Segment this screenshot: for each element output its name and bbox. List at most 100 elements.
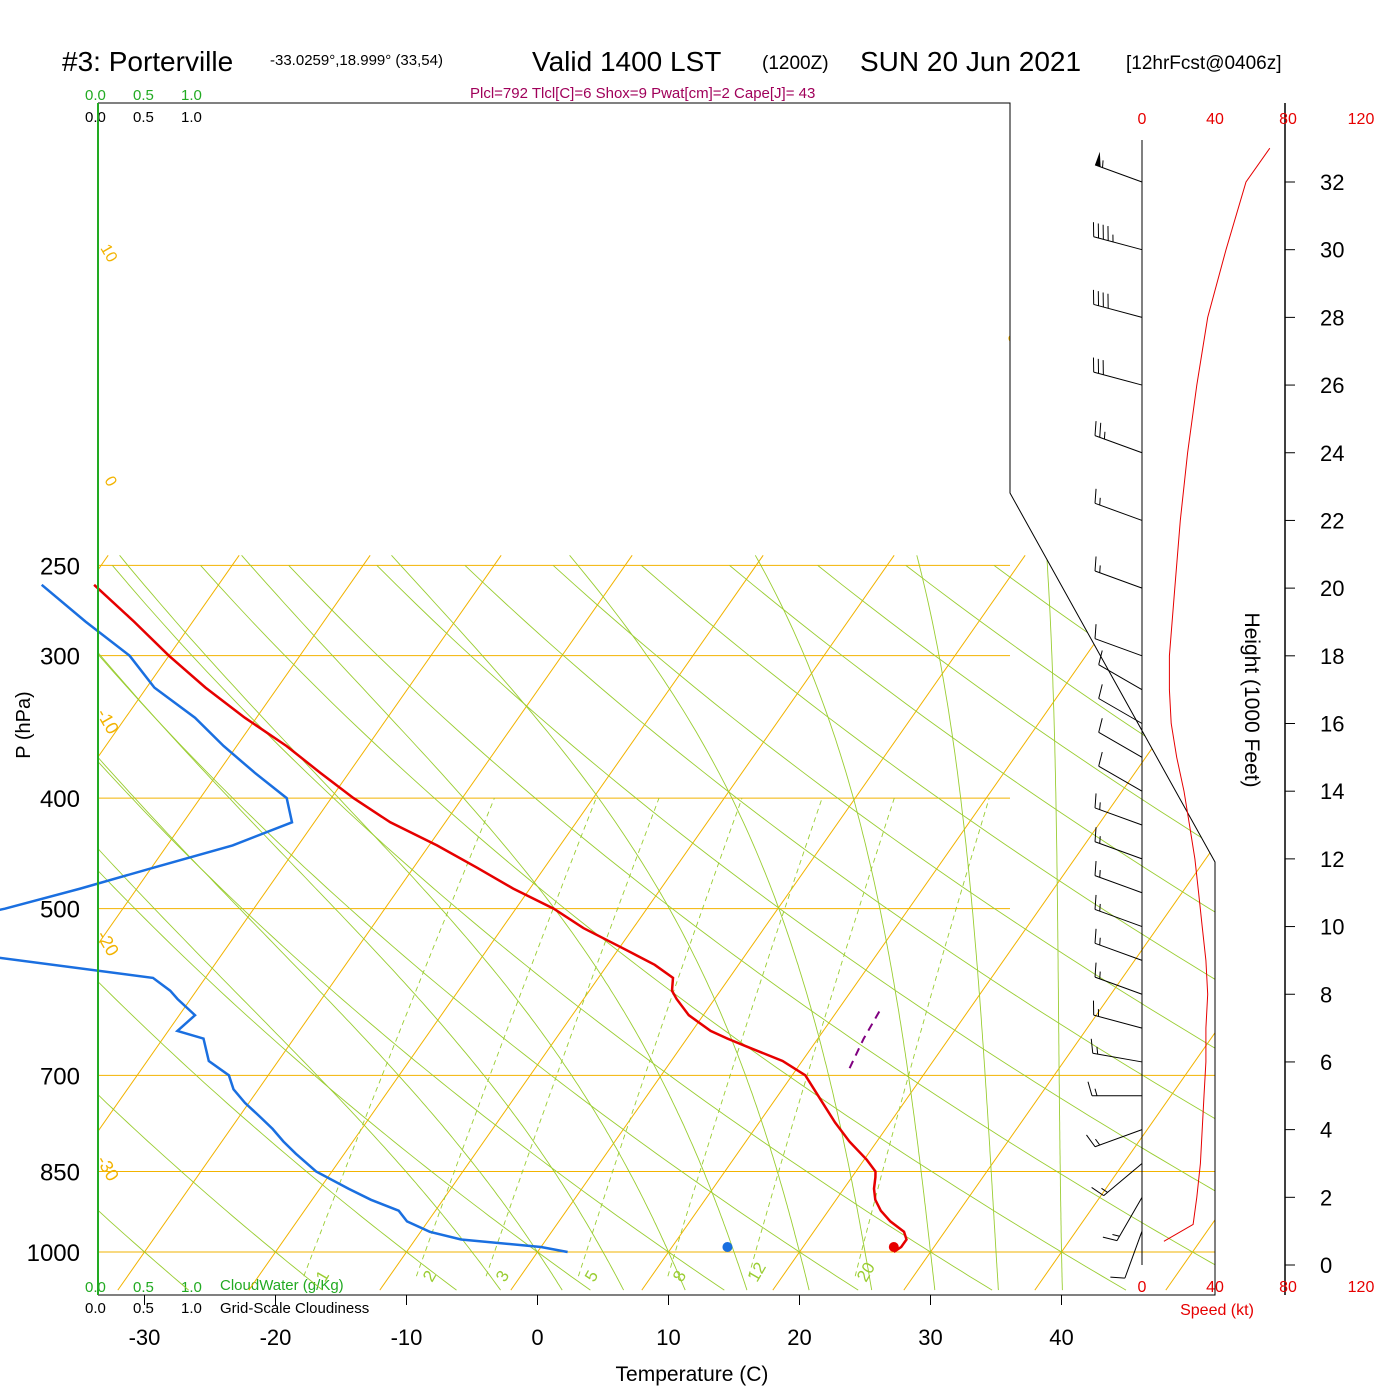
- wind-barb-flag: [1102, 1236, 1118, 1242]
- wind-barb-flag: [1094, 556, 1097, 572]
- speed-tick-label-top: 0: [1138, 111, 1147, 128]
- wind-barb-staff: [1094, 502, 1143, 521]
- temp-tick-label: 10: [656, 1325, 680, 1350]
- wind-barb: [1094, 151, 1143, 183]
- wind-barb-half-flag: [1099, 497, 1101, 506]
- isotherm-line: [903, 555, 1215, 1291]
- wind-barb: [1090, 1038, 1143, 1063]
- parcel-path-line: [848, 1006, 883, 1069]
- moist-adiabat-line: [754, 555, 936, 1291]
- isotherm-line: [379, 555, 895, 1291]
- mixing-ratio-line: [485, 797, 660, 1277]
- mixing-ratio-line: [415, 797, 597, 1277]
- pressure-tick-label: 1000: [27, 1240, 80, 1267]
- cloud-scale-top: 0.0 0.5 1.0 0.0 0.5 1.0: [85, 87, 202, 126]
- wind-barb-flag: [1094, 793, 1097, 808]
- mixing-ratio-line: [303, 797, 495, 1277]
- isotherm-line: [98, 555, 502, 1291]
- mixing-ratio-line: [577, 797, 743, 1277]
- wind-barb-flag: [1099, 422, 1102, 438]
- height-tick-label: 26: [1320, 373, 1344, 398]
- cloud-scale-bottom: 0.0 0.5 1.0 CloudWater (g/Kg) 0.0 0.5 1.…: [85, 1277, 369, 1317]
- wind-barb-staff: [1093, 303, 1143, 318]
- isotherm-line: [117, 555, 633, 1291]
- temperature-line: [93, 583, 908, 1254]
- cloudwater-scale-top-1: 0.5: [133, 87, 154, 104]
- mixing-ratio-label: 12: [744, 1259, 770, 1285]
- moist-adiabat-line: [241, 555, 748, 1291]
- isotherm-line: [1297, 555, 1400, 1290]
- wind-barb: [1098, 718, 1143, 758]
- mixing-ratio-label: 20: [853, 1259, 879, 1285]
- wind-barb-half-flag: [1099, 937, 1101, 946]
- wind-barb-flag: [1094, 861, 1097, 876]
- wind-barb-staff: [1098, 664, 1143, 691]
- wind-barb-staff: [1092, 1052, 1143, 1063]
- wind-barb: [1092, 1000, 1143, 1029]
- moist-adiabat-line: [916, 555, 999, 1291]
- wind-barb-staff: [1094, 875, 1143, 894]
- wind-barb-staff: [1103, 1163, 1143, 1196]
- pressure-tick-label: 250: [40, 553, 80, 580]
- height-tick-label: 20: [1320, 576, 1344, 601]
- wind-barb: [1094, 962, 1143, 995]
- height-tick-label: 12: [1320, 847, 1344, 872]
- wind-barb-staff: [1094, 638, 1143, 657]
- isotherm-label: 0: [101, 474, 120, 490]
- dry-adiabat-line: [464, 565, 1215, 1291]
- wind-barb-staff: [1094, 841, 1143, 860]
- wind-barb: [1087, 1081, 1142, 1097]
- cloudiness-scale-top-1: 0.5: [133, 109, 154, 126]
- wind-barb-staff: [1093, 236, 1143, 251]
- moist-adiabat-line: [1046, 555, 1063, 1291]
- height-tick-label: 22: [1320, 508, 1344, 533]
- temp-tick-label: 40: [1049, 1325, 1073, 1350]
- mixing-ratio-label: 5: [581, 1267, 602, 1285]
- wind-barb-pennant: [1095, 151, 1101, 167]
- mixing-ratio-line: [854, 797, 990, 1277]
- height-tick-label: 24: [1320, 441, 1344, 466]
- isotherm-label: 10: [1036, 515, 1064, 543]
- height-tick-label: 18: [1320, 644, 1344, 669]
- wind-barb-half-flag: [1096, 1046, 1099, 1055]
- isotherm-line: [641, 555, 1157, 1291]
- wind-panel: 0246810121416182022242628303200404080801…: [1086, 103, 1374, 1296]
- wind-barb-staff: [1098, 765, 1143, 792]
- wind-barb-half-flag: [1103, 431, 1106, 440]
- wind-barb-flag: [1094, 488, 1097, 504]
- wind-barb-flag: [1094, 928, 1097, 944]
- height-tick-label: 2: [1320, 1185, 1332, 1210]
- wind-barb-staff: [1093, 1014, 1143, 1029]
- chart-header: #3: Porterville -33.0259°,18.999° (33,54…: [62, 46, 1282, 102]
- cloudwater-scale-top-2: 1.0: [181, 87, 202, 104]
- wind-barb-staff: [1094, 908, 1143, 928]
- dry-adiabat-line: [729, 565, 1215, 1291]
- wind-barb: [1094, 421, 1143, 454]
- isotherm-line: [510, 555, 1026, 1291]
- wind-barb-flag: [1094, 962, 1097, 978]
- wind-barb: [1098, 650, 1143, 691]
- dry-adiabat-line: [112, 565, 993, 1291]
- height-tick-label: 30: [1320, 238, 1344, 263]
- wind-barb-half-flag: [1101, 1187, 1108, 1193]
- pressure-tick-label: 400: [40, 786, 80, 813]
- moist-adiabat-line: [98, 555, 563, 1291]
- wind-barb-flag: [1098, 650, 1103, 665]
- isotherm-label: 30: [1169, 765, 1197, 793]
- moist-adiabat-line: [98, 555, 624, 1291]
- dry-adiabat-line: [200, 565, 1127, 1291]
- wind-barb-flag: [1094, 894, 1097, 910]
- wind-barb-half-flag: [1112, 1234, 1120, 1237]
- height-tick-label: 8: [1320, 982, 1332, 1007]
- cloudwater-scale-bottom-2: 1.0: [181, 1279, 202, 1296]
- height-tick-label: 14: [1320, 779, 1344, 804]
- wind-barb-flag: [1094, 421, 1097, 436]
- wind-barb: [1098, 751, 1143, 792]
- height-tick-label: 6: [1320, 1050, 1332, 1075]
- isotherm-line: [772, 555, 1215, 1291]
- wind-barb-flag: [1098, 684, 1103, 699]
- cloudiness-legend-label: Grid-Scale Cloudiness: [220, 1300, 369, 1317]
- wind-barb-half-flag: [1094, 1088, 1098, 1096]
